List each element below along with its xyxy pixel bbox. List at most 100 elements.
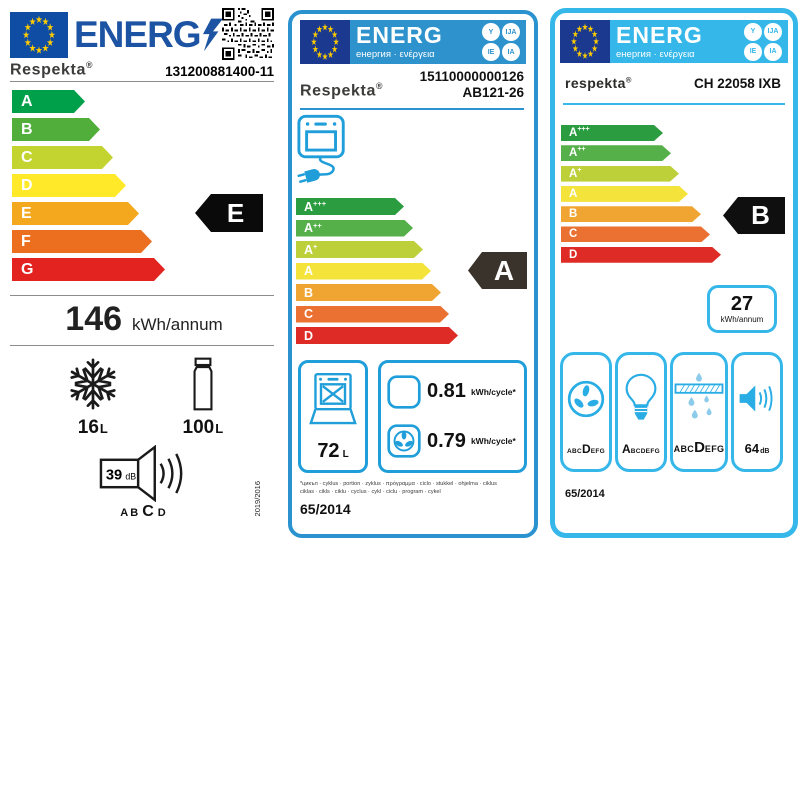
class-bar-g: G [12, 258, 165, 281]
capacity-box: 72 L [298, 360, 368, 473]
class-bar-a: A [12, 90, 85, 113]
divider [10, 81, 274, 82]
oven-energy-label: ENERG енергия · ενέργεια Y IJA IE IA Respe… [288, 10, 538, 538]
energ-suffix-circles: Y IJA IE IA [744, 22, 782, 61]
class-bar-b: B [296, 284, 441, 301]
energy-value: 27 [730, 293, 754, 315]
class-bar-a: A [561, 186, 688, 202]
energ-logo-text: ENERG [616, 21, 703, 48]
class-bar-a: A [296, 263, 431, 280]
fan-class-scale: ABC D EFG [567, 442, 605, 456]
model-number: 131200881400-11 [165, 64, 274, 80]
energ-logo: ENERG [74, 14, 223, 56]
class-bar-a+: A + [561, 166, 679, 182]
lighting-efficiency-box: A BCDEFG [615, 352, 667, 472]
fridge-energy-label: ENERG Respekta® 131200881400-11 A B C [8, 8, 280, 533]
energ-header: ENERG енергия · ενέργεια Y IJA IE IA [300, 20, 526, 64]
brand-model-row: respekta® CH 22058 IXB [565, 75, 781, 91]
conventional-consumption: 0.81 kWh/cycle* [386, 374, 519, 410]
divider [10, 295, 274, 296]
class-bar-d: D [12, 174, 126, 197]
oven-cavity-icon [387, 375, 421, 409]
efficiency-scale: A +++ A ++ A + A B C D [561, 125, 721, 267]
consumption-box: 0.81 kWh/cycle* 0.79 kWh/cycle* [378, 360, 527, 473]
oven-open-door-icon [309, 372, 357, 425]
class-bar-d: D [561, 247, 721, 263]
efficiency-scale: A +++ A ++ A + A B C D [296, 198, 458, 349]
energ-band: ENERG енергия · ενέργεια Y IJA IE IA [350, 20, 526, 64]
lightning-icon [202, 18, 223, 52]
regulation-number: 65/2014 [300, 501, 351, 517]
fan-efficiency-box: ABC D EFG [560, 352, 612, 472]
class-bar-c: C [296, 306, 449, 323]
eu-flag-icon [300, 20, 350, 64]
rating-arrow: A [468, 252, 527, 289]
noise-box: 64 dB [731, 352, 783, 472]
class-bar-c: C [561, 226, 710, 242]
qr-code-icon [222, 8, 274, 60]
noise-level: 64 dB [744, 441, 770, 456]
class-bar-c: C [12, 146, 113, 169]
energ-logo-text: ENERG [356, 22, 443, 48]
class-bar-e: E [12, 202, 139, 225]
fan-icon [567, 380, 605, 417]
speaker-icon: 39 dB [99, 445, 183, 502]
brand-model-row: Respekta® 15110000000126 AB121-26 [300, 69, 524, 101]
snowflake-icon [70, 358, 116, 410]
energ-header: ENERG енергия · ενέργεια Y IJA IE IA [560, 20, 788, 63]
energ-logo-text: ENERG [74, 14, 202, 55]
energy-value: 146 [65, 300, 123, 338]
annual-energy: 146 kWh/annum [8, 300, 280, 339]
brand-model-row: Respekta® 131200881400-11 [10, 60, 274, 79]
capacity-value: 72 [317, 440, 340, 462]
rating-arrow: E [195, 194, 263, 232]
compartment-volumes: 16L 100L [8, 356, 280, 439]
energ-subtext: енергия · ενέργεια [356, 49, 435, 60]
class-bar-f: F [12, 230, 152, 253]
divider [300, 108, 524, 110]
efficiency-scale: A B C D E F G [12, 90, 165, 286]
noise-unit: dB [125, 471, 136, 481]
feature-boxes: ABC D EFG A BCDEFG [560, 352, 783, 472]
fan-forced-consumption: 0.79 kWh/cycle* [386, 423, 519, 459]
fan-oven-icon [387, 424, 421, 458]
speaker-icon [739, 384, 773, 412]
energy-unit: kWh/annum [720, 315, 764, 324]
bulb-icon [625, 373, 657, 420]
hood-energy-label: ENERG енергия · ενέργεια Y IJA IE IA respe… [550, 8, 798, 538]
energy-unit: kWh/annum [132, 315, 223, 334]
brand-wordmark: Respekta® [10, 60, 94, 79]
model-number: 15110000000126 AB121-26 [419, 69, 524, 100]
regulation-number: 65/2014 [565, 488, 605, 500]
footnote: *цикъл · cyklus · portion · zyklus · πρό… [300, 481, 497, 496]
class-bar-a+: A + [296, 241, 423, 258]
energ-subtext: енергия · ενέργεια [616, 48, 695, 60]
lighting-class-scale: A BCDEFG [622, 442, 660, 456]
class-bar-a++: A ++ [561, 145, 671, 161]
fridge-volume: 100L [183, 356, 223, 439]
class-bar-a++: A ++ [296, 220, 413, 237]
bottle-icon [193, 357, 213, 411]
noise-section: 39 dB AB C D [8, 445, 280, 521]
electric-oven-icon [296, 114, 350, 195]
energ-suffix-circles: Y IJA IE IA [482, 23, 520, 61]
capacity-unit: L [342, 449, 349, 460]
freezer-volume: 16L [65, 356, 121, 439]
brand-wordmark: respekta® [565, 75, 632, 91]
class-bar-b: B [561, 206, 701, 222]
class-bar-a+++: A +++ [296, 198, 404, 215]
class-bar-a+++: A +++ [561, 125, 663, 141]
class-bar-d: D [296, 327, 458, 344]
grease-filter-icon [674, 372, 724, 419]
grease-filter-box: ABC D EFG [670, 352, 728, 472]
brand-wordmark: Respekta® [300, 80, 384, 99]
divider [10, 345, 274, 346]
annual-energy-box: 27 kWh/annum [707, 285, 777, 333]
eu-flag-icon [10, 12, 68, 58]
noise-class-scale: AB C D [120, 503, 168, 520]
eu-flag-icon [560, 20, 610, 63]
class-bar-b: B [12, 118, 100, 141]
regulation-number: 2019/2016 [253, 481, 262, 517]
model-number: CH 22058 IXB [693, 75, 781, 91]
